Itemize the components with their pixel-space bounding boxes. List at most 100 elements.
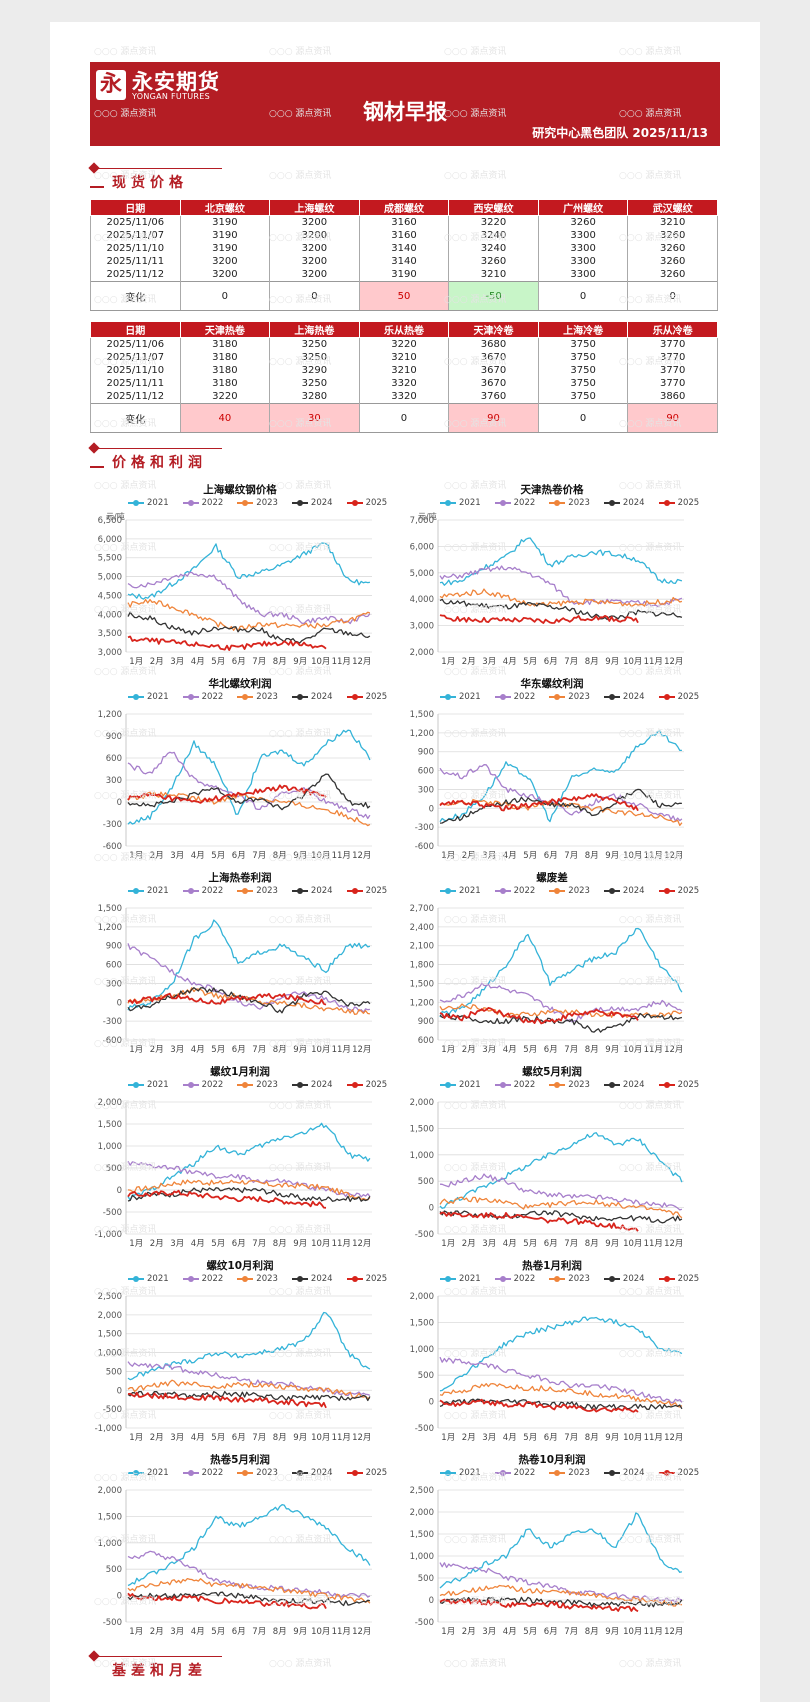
chart-title: 上海螺纹钢价格 bbox=[203, 484, 277, 496]
x-tick-label: 3月 bbox=[482, 851, 496, 861]
legend-swatch-icon bbox=[603, 1469, 620, 1476]
watermark-text: ○○○ 源点资讯 bbox=[444, 1473, 507, 1483]
y-tick-label: 1,500 bbox=[98, 1512, 122, 1522]
table-row: 2025/11/10 3180 3290 3210 3670 3750 3770 bbox=[90, 364, 718, 377]
legend-item: 2024 bbox=[291, 692, 333, 702]
watermark-text: ○○○ 源点资讯 bbox=[269, 1039, 332, 1049]
watermark-text: ○○○ 源点资讯 bbox=[619, 1349, 682, 1359]
x-tick-label: 6月 bbox=[232, 1433, 246, 1443]
table-cell: 3670 bbox=[448, 377, 539, 390]
x-tick-label: 4月 bbox=[191, 657, 205, 667]
x-tick-label: 10月 bbox=[311, 1433, 330, 1443]
table-cell: 3280 bbox=[269, 390, 360, 404]
legend-swatch-icon bbox=[658, 1081, 675, 1088]
x-tick-label: 12月 bbox=[352, 657, 371, 667]
table-cell: 3200 bbox=[269, 255, 360, 268]
x-tick-label: 5月 bbox=[211, 1627, 225, 1637]
legend-label: 2022 bbox=[513, 886, 536, 896]
x-tick-label: 12月 bbox=[352, 1239, 371, 1249]
table-cell: 3160 bbox=[358, 229, 450, 242]
legend-swatch-icon bbox=[182, 1275, 199, 1282]
legend-item: 2022 bbox=[182, 1274, 223, 1284]
legend-item: 2021 bbox=[128, 1274, 169, 1284]
legend-item: 2024 bbox=[291, 498, 333, 508]
x-tick-label: 4月 bbox=[503, 1045, 517, 1055]
chart-legend: 2021 2022 2023 2024 2025 bbox=[128, 1274, 401, 1284]
chart-panel: 上海热卷利润 2021 2022 2023 2024 2025 1,500 1,200 900 6… bbox=[90, 870, 390, 1066]
y-tick-label: 300 bbox=[106, 979, 122, 989]
x-tick-label: 6月 bbox=[544, 1627, 558, 1637]
legend-swatch-icon bbox=[494, 499, 511, 506]
line-chart: 2,500 2,000 1,500 1,000 500 0 -500 1月 2月 3月 4月 5月 6月… bbox=[410, 1486, 684, 1637]
series-line-2024 bbox=[127, 987, 371, 1014]
y-tick-label: 2,000 bbox=[410, 1508, 434, 1518]
line-chart: 7,000 6,000 5,000 4,000 3,000 2,000 元/吨 1月 2月 3月 4… bbox=[410, 512, 684, 667]
legend-swatch-icon bbox=[346, 1469, 363, 1476]
series-line-2022 bbox=[127, 1550, 371, 1598]
legend-label: 2022 bbox=[201, 692, 224, 702]
table-cell: 3200 bbox=[179, 255, 271, 268]
table-cell: 3300 bbox=[537, 242, 629, 255]
column-header: 上海冷卷 bbox=[537, 321, 629, 338]
change-cell: 0 bbox=[627, 281, 718, 311]
y-tick-label: 5,500 bbox=[98, 554, 122, 564]
y-tick-label: 600 bbox=[418, 1036, 434, 1046]
legend-swatch-icon bbox=[291, 1469, 308, 1476]
legend-item: 2025 bbox=[658, 886, 699, 896]
legend-swatch-icon bbox=[128, 887, 144, 894]
table-cell: 3750 bbox=[537, 364, 629, 377]
y-tick-label: 900 bbox=[106, 732, 122, 742]
x-tick-label: 9月 bbox=[293, 1045, 307, 1055]
legend-swatch-icon bbox=[549, 1081, 566, 1088]
x-tick-label: 5月 bbox=[211, 1045, 225, 1055]
watermark-text: ○○○ 源点资讯 bbox=[269, 1163, 332, 1173]
y-tick-label: 300 bbox=[106, 776, 122, 786]
x-tick-label: 7月 bbox=[564, 657, 578, 667]
series-line-2022 bbox=[439, 1173, 683, 1211]
watermark-text: ○○○ 源点资讯 bbox=[619, 1101, 682, 1111]
watermark-text: ○○○ 源点资讯 bbox=[269, 915, 332, 925]
x-tick-label: 6月 bbox=[232, 1239, 246, 1249]
table-cell: 3200 bbox=[269, 268, 360, 282]
table-cell: 3250 bbox=[269, 351, 360, 364]
chart-legend: 2021 2022 2023 2024 2025 bbox=[128, 1468, 401, 1478]
legend-item: 2021 bbox=[128, 886, 169, 896]
table-cell: 3190 bbox=[358, 268, 450, 282]
x-tick-label: 11月 bbox=[332, 1239, 351, 1249]
y-tick-label: -500 bbox=[415, 1424, 434, 1434]
chart-panel: 螺纹1月利润 2021 2022 2023 2024 2025 2,000 1,500 1,00… bbox=[90, 1064, 390, 1260]
x-tick-label: 2月 bbox=[150, 851, 164, 861]
watermark-text: ○○○ 源点资讯 bbox=[619, 171, 682, 181]
watermark-text: ○○○ 源点资讯 bbox=[619, 1163, 682, 1173]
x-tick-label: 2月 bbox=[150, 1627, 164, 1637]
legend-label: 2022 bbox=[201, 1080, 224, 1090]
legend-item: 2023 bbox=[237, 692, 278, 702]
legend-item: 2021 bbox=[440, 1274, 481, 1284]
series-line-2021 bbox=[127, 1504, 371, 1587]
x-tick-label: 1月 bbox=[129, 1433, 143, 1443]
x-tick-label: 6月 bbox=[232, 657, 246, 667]
report-subtitle: 研究中心黑色团队 2025/11/13 bbox=[532, 126, 708, 140]
x-tick-label: 8月 bbox=[585, 1045, 599, 1055]
x-tick-label: 3月 bbox=[482, 1045, 496, 1055]
table-cell: 3210 bbox=[358, 351, 450, 364]
y-tick-label: 1,500 bbox=[410, 710, 434, 720]
watermark-text: ○○○ 源点资讯 bbox=[269, 233, 332, 243]
column-header: 北京螺纹 bbox=[179, 199, 271, 216]
x-tick-label: 7月 bbox=[564, 1627, 578, 1637]
y-tick-label: 6,500 bbox=[98, 516, 122, 526]
table-cell: 3300 bbox=[537, 255, 629, 268]
x-tick-label: 2月 bbox=[150, 1433, 164, 1443]
column-header: 上海热卷 bbox=[269, 321, 360, 338]
report-page: 永 永安期货 YONGAN FUTURES 钢材早报 研究中心黑色团队 2025… bbox=[50, 22, 760, 1702]
watermark-text: ○○○ 源点资讯 bbox=[444, 667, 507, 677]
x-tick-label: 2月 bbox=[150, 1045, 164, 1055]
legend-label: 2021 bbox=[147, 692, 169, 702]
series-line-2025 bbox=[127, 1391, 327, 1409]
x-tick-label: 12月 bbox=[664, 657, 683, 667]
legend-label: 2023 bbox=[568, 1468, 590, 1478]
watermark-text: ○○○ 源点资讯 bbox=[444, 1349, 507, 1359]
y-tick-label: 900 bbox=[106, 942, 122, 952]
y-unit-label: 元/吨 bbox=[418, 512, 437, 521]
series-line-2025 bbox=[439, 1598, 639, 1613]
